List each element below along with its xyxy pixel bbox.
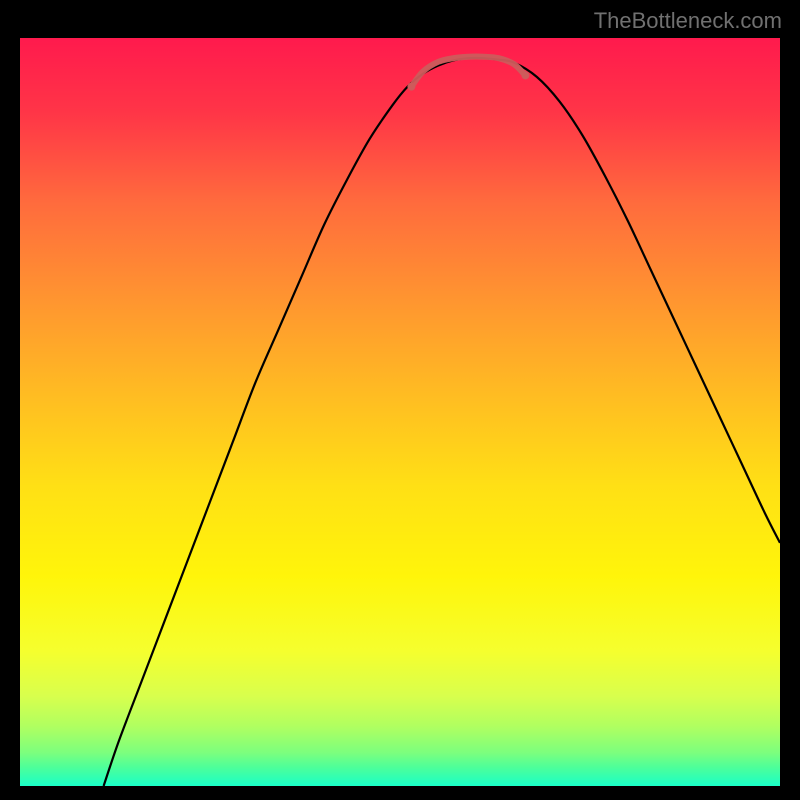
plot-area <box>20 38 780 786</box>
watermark: TheBottleneck.com <box>594 8 782 34</box>
curve-overlay <box>20 38 780 786</box>
main-curve <box>104 58 780 786</box>
chart-frame <box>20 38 780 786</box>
valley-dots <box>407 71 529 90</box>
